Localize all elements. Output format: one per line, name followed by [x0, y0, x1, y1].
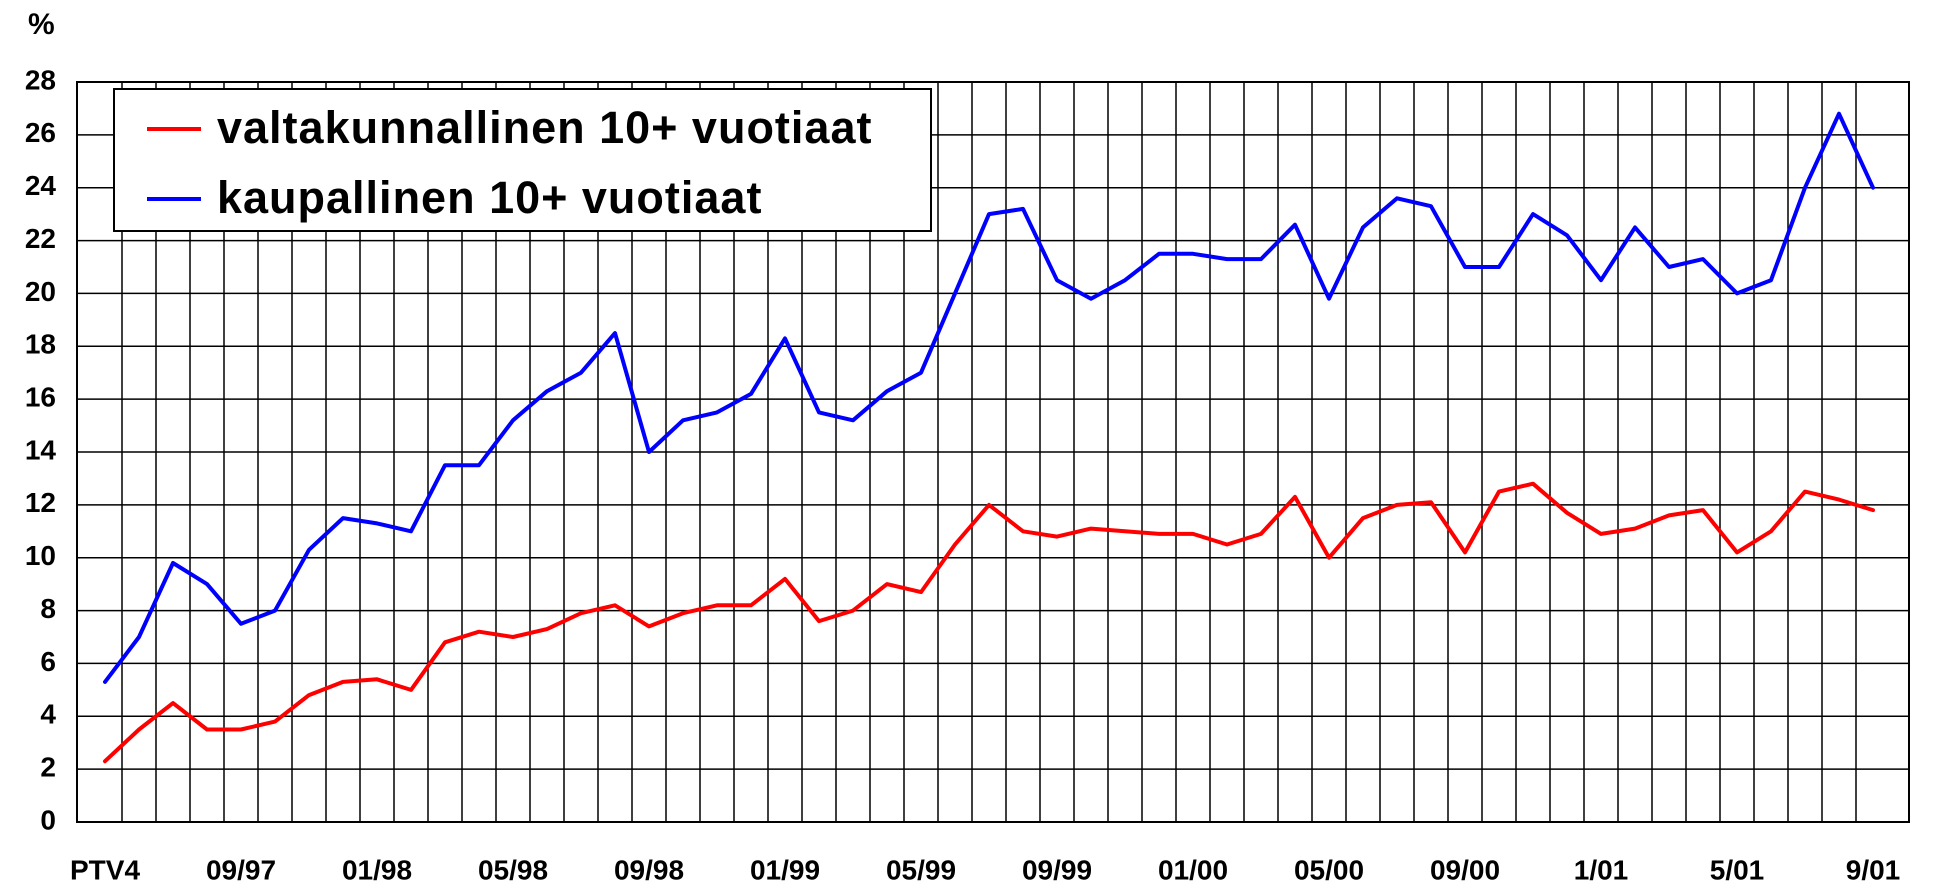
x-tick-label: 09/00	[1430, 854, 1500, 885]
series-line	[103, 111, 1875, 684]
y-tick-label: 24	[25, 170, 57, 201]
legend-box	[113, 88, 932, 232]
series-line	[103, 481, 1875, 764]
x-tick-label: 01/00	[1158, 854, 1228, 885]
y-tick-label: 22	[25, 223, 56, 254]
x-tick-label: 1/01	[1574, 854, 1629, 885]
x-tick-label: 09/97	[206, 854, 276, 885]
x-tick-label: 09/99	[1022, 854, 1092, 885]
y-tick-label: 26	[25, 117, 56, 148]
y-tick-label: 4	[40, 699, 56, 730]
y-tick-label: 0	[40, 804, 56, 835]
y-tick-label: 12	[25, 487, 56, 518]
x-tick-label: 05/99	[886, 854, 956, 885]
y-tick-label: 14	[25, 434, 57, 465]
x-tick-label: 01/99	[750, 854, 820, 885]
plot-frame	[76, 81, 1910, 823]
y-tick-label: 6	[40, 646, 56, 677]
y-axis-label: %	[28, 8, 55, 41]
y-tick-label: 28	[25, 64, 56, 95]
x-tick-label: 05/98	[478, 854, 548, 885]
x-tick-label: 09/98	[614, 854, 684, 885]
x-tick-label: 5/01	[1710, 854, 1765, 885]
x-tick-label: 05/00	[1294, 854, 1364, 885]
x-tick-label: PTV4	[70, 854, 140, 885]
y-tick-label: 18	[25, 329, 56, 360]
y-tick-label: 8	[40, 593, 56, 624]
legend-label: valtakunnallinen 10+ vuotiaat	[217, 102, 872, 153]
y-tick-label: 2	[40, 752, 56, 783]
y-tick-label: 20	[25, 276, 56, 307]
y-tick-label: 10	[25, 540, 56, 571]
x-tick-label: 9/01	[1846, 854, 1901, 885]
x-tick-label: 01/98	[342, 854, 412, 885]
legend-label: kaupallinen 10+ vuotiaat	[217, 172, 762, 223]
y-tick-label: 16	[25, 382, 56, 413]
